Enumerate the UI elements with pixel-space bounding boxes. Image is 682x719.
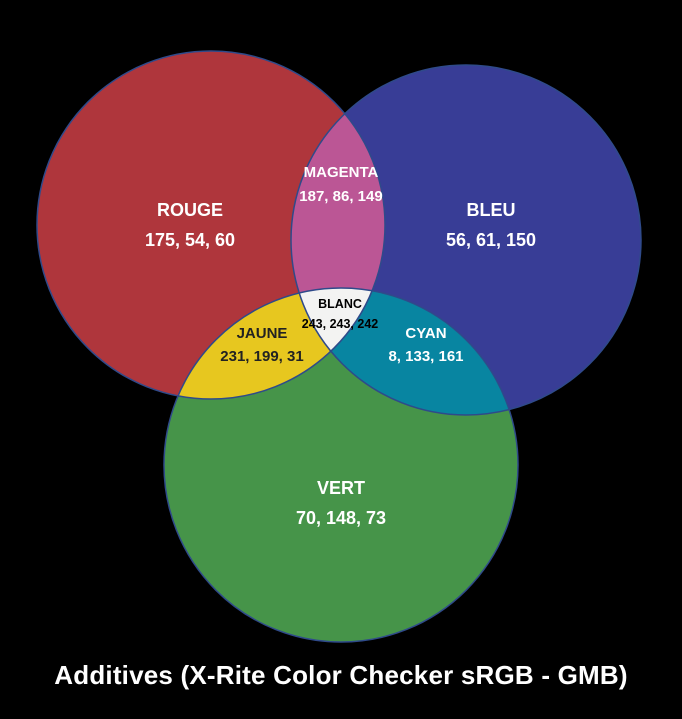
bleu-outline: [290, 64, 642, 416]
cyan-label: CYAN: [405, 325, 446, 342]
bleu-label: BLEU: [467, 200, 516, 220]
blanc-value: 243, 243, 242: [302, 317, 379, 331]
additive-color-venn: ROUGE 175, 54, 60 BLEU 56, 61, 150 VERT …: [36, 50, 642, 643]
cyan-region: [291, 288, 518, 415]
jaune-region: [164, 288, 385, 399]
jaune-value: 231, 199, 31: [220, 348, 303, 365]
magenta-label: MAGENTA: [304, 164, 379, 181]
rouge-label: ROUGE: [157, 200, 223, 220]
cyan-value: 8, 133, 161: [388, 348, 463, 365]
magenta-value: 187, 86, 149: [299, 188, 382, 205]
jaune-label: JAUNE: [237, 325, 288, 342]
rouge-value: 175, 54, 60: [145, 230, 235, 250]
rouge-outline: [36, 50, 386, 400]
blanc-label: BLANC: [318, 297, 362, 311]
vert-label: VERT: [317, 478, 365, 498]
bleu-value: 56, 61, 150: [446, 230, 536, 250]
vert-outline: [163, 287, 519, 643]
vert-value: 70, 148, 73: [296, 508, 386, 528]
diagram-title: Additives (X-Rite Color Checker sRGB - G…: [54, 660, 628, 690]
